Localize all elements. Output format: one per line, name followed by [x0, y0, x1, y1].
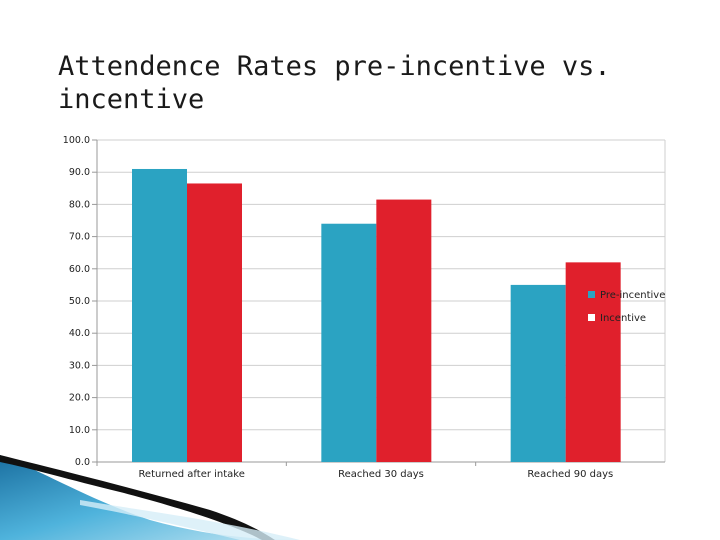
x-category-label: Reached 30 days [338, 469, 424, 480]
legend-swatch-incentive [588, 314, 595, 321]
y-tick-label: 40.0 [69, 328, 90, 339]
y-tick-label: 50.0 [69, 296, 90, 307]
y-tick-label: 100.0 [63, 135, 90, 146]
bar-incentive-0 [187, 183, 242, 462]
y-tick-label: 20.0 [69, 393, 90, 404]
swoosh-blue [0, 455, 300, 540]
x-axis-categories: Returned after intake Reached 30 days Reac… [138, 469, 613, 480]
legend-swatch-pre-incentive [588, 291, 595, 298]
x-category-label: Reached 90 days [527, 469, 613, 480]
y-tick-label: 80.0 [69, 199, 90, 210]
legend: Pre-incentive Incentive [588, 290, 665, 324]
legend-label-pre-incentive: Pre-incentive [600, 290, 665, 301]
bar-pre-incentive-0 [132, 168, 187, 463]
y-tick-label: 30.0 [69, 360, 90, 371]
y-axis-ticks: 0.0 10.0 20.0 30.0 40.0 50.0 60.0 70.0 80.0 90.0 1… [63, 135, 90, 468]
y-tick-label: 0.0 [75, 457, 90, 468]
y-tick-label: 90.0 [69, 167, 90, 178]
y-tick-label: 70.0 [69, 232, 90, 243]
swoosh-dark [0, 455, 275, 540]
y-tick-label: 60.0 [69, 264, 90, 275]
bar-pre-incentive-1 [321, 223, 377, 462]
bar-incentive-1 [376, 199, 432, 462]
x-category-label: Returned after intake [138, 469, 244, 480]
chart-title: Attendence Rates pre-incentive vs. incen… [58, 51, 611, 115]
y-tick-label: 10.0 [69, 425, 90, 436]
bar-pre-incentive-2 [510, 284, 566, 462]
bars [132, 168, 621, 463]
swoosh-light [80, 500, 300, 540]
legend-label-incentive: Incentive [600, 313, 646, 324]
